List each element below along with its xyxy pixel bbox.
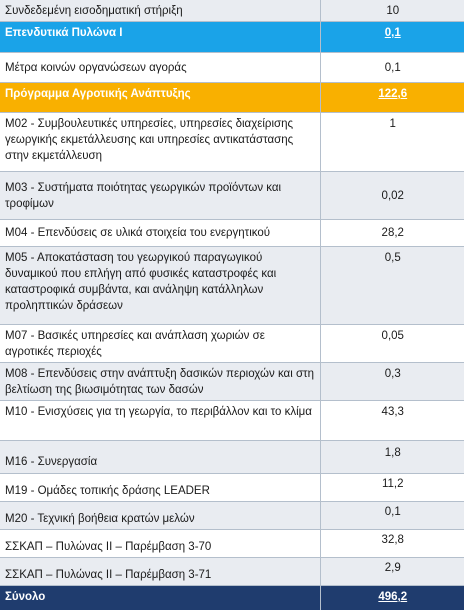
row-value: 11,2 <box>319 473 464 502</box>
section-value: 122,6 <box>319 82 464 113</box>
table-row: Μ19 - Ομάδες τοπικής δράσης LEADER 11,2 <box>0 473 464 502</box>
row-value: 0,3 <box>319 362 464 401</box>
row-label: ΣΣΚΑΠ – Πυλώνας ΙΙ – Παρέμβαση 3-71 <box>0 557 320 586</box>
section-value: 0,1 <box>319 21 464 53</box>
row-value: 43,3 <box>319 400 464 441</box>
row-value: 1 <box>319 112 464 172</box>
row-label: Μ08 - Επενδύσεις στην ανάπτυξη δασικών π… <box>0 362 320 401</box>
row-label: Μ07 - Βασικές υπηρεσίες και ανάπλαση χωρ… <box>0 324 320 363</box>
row-value: 0,1 <box>319 501 464 530</box>
row-value: 32,8 <box>319 529 464 558</box>
row-value: 0,02 <box>319 171 464 220</box>
row-label: Μ19 - Ομάδες τοπικής δράσης LEADER <box>0 473 320 502</box>
table-row: Μ03 - Συστήματα ποιότητας γεωργικών προϊ… <box>0 171 464 220</box>
row-value: 0,5 <box>319 246 464 325</box>
row-value: 1,8 <box>319 440 464 474</box>
section-row-pillar-1: Επενδυτικά Πυλώνα Ι 0,1 <box>0 21 464 53</box>
table-row: Μ02 - Συμβουλευτικές υπηρεσίες, υπηρεσίε… <box>0 112 464 172</box>
row-label: Μ16 - Συνεργασία <box>0 440 320 474</box>
section-label: Πρόγραμμα Αγροτικής Ανάπτυξης <box>0 82 320 113</box>
table-row: Συνδεδεμένη εισοδηματική στήριξη 10 <box>0 0 464 22</box>
row-value: 2,9 <box>319 557 464 586</box>
row-label: Μ10 - Ενισχύσεις για τη γεωργία, το περι… <box>0 400 320 441</box>
row-label: Μ03 - Συστήματα ποιότητας γεωργικών προϊ… <box>0 171 320 220</box>
section-row-rural-development: Πρόγραμμα Αγροτικής Ανάπτυξης 122,6 <box>0 82 464 113</box>
table-row: Μ05 - Αποκατάσταση του γεωργικού παραγωγ… <box>0 246 464 325</box>
row-value: 10 <box>319 0 464 22</box>
row-label: Μέτρα κοινών οργανώσεων αγοράς <box>0 52 320 83</box>
table-row: ΣΣΚΑΠ – Πυλώνας ΙΙ – Παρέμβαση 3-70 32,8 <box>0 529 464 558</box>
table-row: Μ08 - Επενδύσεις στην ανάπτυξη δασικών π… <box>0 362 464 401</box>
table-row: Μέτρα κοινών οργανώσεων αγοράς 0,1 <box>0 52 464 83</box>
row-label: Μ02 - Συμβουλευτικές υπηρεσίες, υπηρεσίε… <box>0 112 320 172</box>
row-value: 28,2 <box>319 219 464 247</box>
row-value: 0,1 <box>319 52 464 83</box>
table-row: Μ20 - Τεχνική βοήθεια κρατών μελών 0,1 <box>0 501 464 530</box>
table-row: Μ04 - Επενδύσεις σε υλικά στοιχεία του ε… <box>0 219 464 247</box>
row-label: Μ04 - Επενδύσεις σε υλικά στοιχεία του ε… <box>0 219 320 247</box>
table-row: Μ07 - Βασικές υπηρεσίες και ανάπλαση χωρ… <box>0 324 464 363</box>
section-label: Επενδυτικά Πυλώνα Ι <box>0 21 320 53</box>
row-label: ΣΣΚΑΠ – Πυλώνας ΙΙ – Παρέμβαση 3-70 <box>0 529 320 558</box>
row-label: Συνδεδεμένη εισοδηματική στήριξη <box>0 0 320 22</box>
row-value: 0,05 <box>319 324 464 363</box>
total-row: Σύνολο 496,2 <box>0 585 464 610</box>
row-label: Μ20 - Τεχνική βοήθεια κρατών μελών <box>0 501 320 530</box>
table-row: ΣΣΚΑΠ – Πυλώνας ΙΙ – Παρέμβαση 3-71 2,9 <box>0 557 464 586</box>
total-label: Σύνολο <box>0 585 320 610</box>
table-row: Μ16 - Συνεργασία 1,8 <box>0 440 464 474</box>
table-row: Μ10 - Ενισχύσεις για τη γεωργία, το περι… <box>0 400 464 441</box>
row-label: Μ05 - Αποκατάσταση του γεωργικού παραγωγ… <box>0 246 320 325</box>
total-value: 496,2 <box>319 585 464 610</box>
